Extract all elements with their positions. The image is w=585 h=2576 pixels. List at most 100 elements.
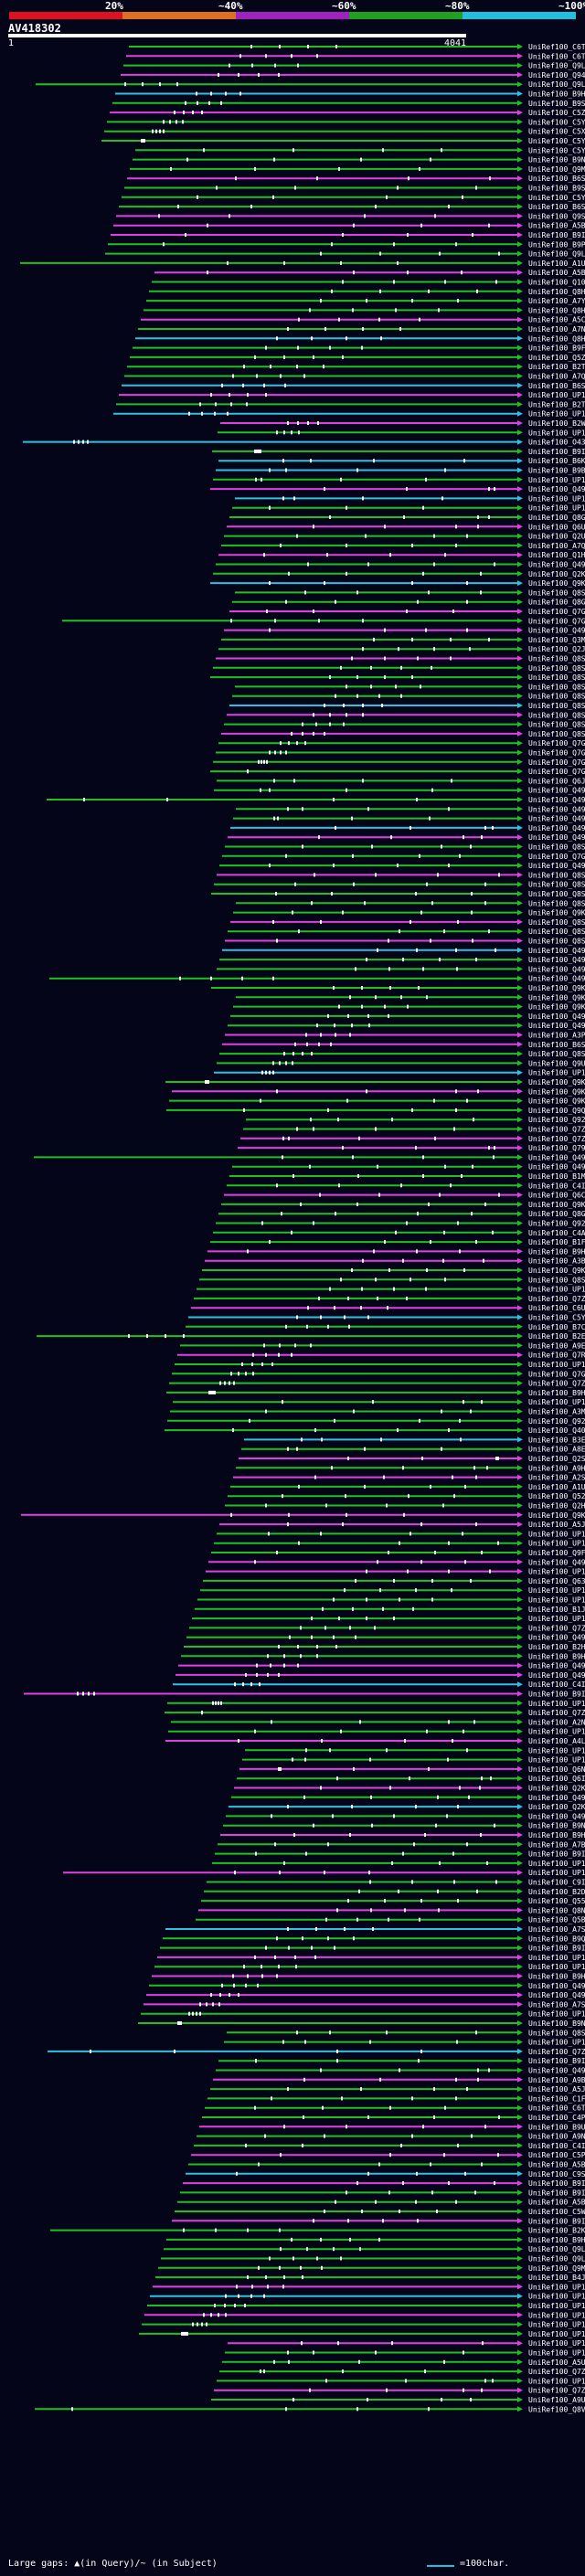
- hit-label[interactable]: UniRef100_UP1000..: [528, 2377, 585, 2385]
- hit-label[interactable]: UniRef100_Q2K3P8: [528, 570, 585, 578]
- hit-label[interactable]: UniRef100_Q92Y4: [528, 1417, 585, 1426]
- hit-label[interactable]: UniRef100_Q9K335: [528, 579, 585, 588]
- hit-label[interactable]: UniRef100_Q49R12: [528, 796, 585, 804]
- hit-label[interactable]: UniRef100_B9IJ95: [528, 1945, 585, 1953]
- hit-label[interactable]: UniRef100_A9NZS8: [528, 2133, 585, 2141]
- hit-label[interactable]: UniRef100_B9N844: [528, 156, 585, 164]
- hit-label[interactable]: UniRef100_UP1000..: [528, 504, 585, 513]
- hit-label[interactable]: UniRef100_A9BS8D: [528, 2076, 585, 2084]
- hit-label[interactable]: UniRef100_Q49R21: [528, 1012, 585, 1021]
- hit-label[interactable]: UniRef100_Q8ST17: [528, 711, 585, 719]
- hit-label[interactable]: UniRef100_Q49QZ6: [528, 824, 585, 832]
- hit-label[interactable]: UniRef100_B9S911: [528, 185, 585, 193]
- hit-label[interactable]: UniRef100_B9IJ97: [528, 1850, 585, 1859]
- hit-label[interactable]: UniRef100_UP1000..: [528, 2349, 585, 2358]
- hit-label[interactable]: UniRef100_B9S949: [528, 100, 585, 108]
- hit-label[interactable]: UniRef100_Q49R17: [528, 1671, 585, 1680]
- hit-label[interactable]: UniRef100_B9PB11: [528, 240, 585, 249]
- hit-label[interactable]: UniRef100_C6U4A1: [528, 1304, 585, 1312]
- hit-label[interactable]: UniRef100_Q7RMN9: [528, 1352, 585, 1360]
- hit-label[interactable]: UniRef100_Q8SUS8: [528, 871, 585, 879]
- hit-label[interactable]: UniRef100_C9SQR6: [528, 2170, 585, 2178]
- hit-label[interactable]: UniRef100_UP1000..: [528, 1700, 585, 1708]
- hit-label[interactable]: UniRef100_B2TEC3: [528, 363, 585, 371]
- hit-label[interactable]: UniRef100_Q49R00: [528, 975, 585, 983]
- hit-label[interactable]: UniRef100_B9QGN0: [528, 1935, 585, 1943]
- hit-label[interactable]: UniRef100_UP1000..: [528, 1869, 585, 1877]
- hit-label[interactable]: UniRef100_Q49R19: [528, 1991, 585, 1999]
- hit-label[interactable]: UniRef100_Q8SUS2: [528, 673, 585, 682]
- hit-label[interactable]: UniRef100_Q8ST14: [528, 890, 585, 898]
- hit-label[interactable]: UniRef100_Q7G578: [528, 608, 585, 616]
- hit-label[interactable]: UniRef100_Q8VJ16: [528, 2405, 585, 2413]
- hit-label[interactable]: UniRef100_Q79MB4: [528, 1144, 585, 1152]
- hit-label[interactable]: UniRef100_B9FY94: [528, 345, 585, 353]
- hit-label[interactable]: UniRef100_A7Q017: [528, 542, 585, 550]
- hit-label[interactable]: UniRef100_B9HEC8: [528, 1652, 585, 1660]
- hit-label[interactable]: UniRef100_Q49QZ5: [528, 862, 585, 870]
- hit-label[interactable]: UniRef100_Q7Z581: [528, 1624, 585, 1632]
- hit-label[interactable]: UniRef100_B9IJ93: [528, 2217, 585, 2225]
- hit-label[interactable]: UniRef100_A5BDW1: [528, 269, 585, 277]
- hit-label[interactable]: UniRef100_B2TEC3: [528, 400, 585, 408]
- hit-label[interactable]: UniRef100_Q8SUS7: [528, 899, 585, 907]
- hit-label[interactable]: UniRef100_Q52C15: [528, 1492, 585, 1500]
- hit-label[interactable]: UniRef100_Q9KK12: [528, 1087, 585, 1096]
- hit-label[interactable]: UniRef100_C1FC57: [528, 2094, 585, 2103]
- hit-label[interactable]: UniRef100_Q6U4F7: [528, 523, 585, 531]
- hit-label[interactable]: UniRef100_Q9K334: [528, 909, 585, 917]
- hit-label[interactable]: UniRef100_Q9LW43: [528, 250, 585, 259]
- hit-label[interactable]: UniRef100_Q49R05: [528, 956, 585, 964]
- hit-label[interactable]: UniRef100_Q92BD0: [528, 1116, 585, 1124]
- hit-label[interactable]: UniRef100_B1MX32: [528, 1172, 585, 1181]
- hit-label[interactable]: UniRef100_UP1000..: [528, 1069, 585, 1077]
- hit-label[interactable]: UniRef100_Q8ST15: [528, 730, 585, 738]
- hit-label[interactable]: UniRef100_B9IJ84: [528, 448, 585, 456]
- hit-label[interactable]: UniRef100_Q7G577: [528, 617, 585, 625]
- hit-label[interactable]: UniRef100_Q2SY35: [528, 1455, 585, 1463]
- hit-label[interactable]: UniRef100_B7CQ19: [528, 1323, 585, 1331]
- hit-label[interactable]: UniRef100_Q940X9: [528, 71, 585, 80]
- hit-label[interactable]: UniRef100_A9HHM9: [528, 1464, 585, 1472]
- hit-label[interactable]: UniRef100_Q49QY9: [528, 1794, 585, 1802]
- hit-label[interactable]: UniRef100_Q49QZ4: [528, 1812, 585, 1820]
- hit-label[interactable]: UniRef100_Q8ST22: [528, 1276, 585, 1284]
- hit-label[interactable]: UniRef100_Q9LJE7: [528, 2245, 585, 2253]
- hit-label[interactable]: UniRef100_C4PTE0: [528, 2114, 585, 2122]
- hit-label[interactable]: UniRef100_Q7Z584: [528, 2048, 585, 2056]
- hit-label[interactable]: UniRef100_Q9F888: [528, 1549, 585, 1557]
- hit-label[interactable]: UniRef100_B9HD55: [528, 1831, 585, 1839]
- hit-label[interactable]: UniRef100_Q7Z582: [528, 1295, 585, 1303]
- hit-label[interactable]: UniRef100_Q8SUS1: [528, 1050, 585, 1058]
- hit-label[interactable]: UniRef100_Q49R01: [528, 965, 585, 973]
- hit-label[interactable]: UniRef100_UP1000..: [528, 1586, 585, 1595]
- hit-label[interactable]: UniRef100_Q7Z586: [528, 2368, 585, 2376]
- hit-label[interactable]: UniRef100_B9IJH5: [528, 2189, 585, 2197]
- hit-label[interactable]: UniRef100_A7YNE2: [528, 297, 585, 305]
- hit-label[interactable]: UniRef100_A3MHM3: [528, 1408, 585, 1416]
- hit-label[interactable]: UniRef100_Q9K329: [528, 993, 585, 1002]
- hit-label[interactable]: UniRef100_B6STF8: [528, 175, 585, 183]
- hit-label[interactable]: UniRef100_C5Z2S9: [528, 109, 585, 117]
- hit-label[interactable]: UniRef100_UP1000..: [528, 2330, 585, 2338]
- hit-label[interactable]: UniRef100_Q8GW54: [528, 1210, 585, 1218]
- hit-label[interactable]: UniRef100_C5YGU1: [528, 146, 585, 154]
- hit-label[interactable]: UniRef100_UP1000..: [528, 2010, 585, 2019]
- hit-label[interactable]: UniRef100_Q8H5K3: [528, 334, 585, 343]
- hit-label[interactable]: UniRef100_C6TE44: [528, 2104, 585, 2113]
- hit-label[interactable]: UniRef100_B9IJ86: [528, 2057, 585, 2065]
- hit-label[interactable]: UniRef100_A8EN42: [528, 1446, 585, 1454]
- hit-label[interactable]: UniRef100_Q8ST19: [528, 843, 585, 852]
- hit-label[interactable]: UniRef100_Q9K332: [528, 984, 585, 992]
- hit-label[interactable]: UniRef100_A7SR80: [528, 2000, 585, 2009]
- hit-label[interactable]: UniRef100_B9HF94: [528, 1389, 585, 1397]
- hit-label[interactable]: UniRef100_Q6C398: [528, 1192, 585, 1200]
- hit-label[interactable]: UniRef100_Q8ST15: [528, 938, 585, 946]
- hit-label[interactable]: UniRef100_A5BRE1: [528, 2161, 585, 2169]
- hit-label[interactable]: UniRef100_Q49QZ7: [528, 2067, 585, 2075]
- hit-label[interactable]: UniRef100_UP1000..: [528, 2283, 585, 2291]
- hit-label[interactable]: UniRef100_A5U3T6: [528, 2359, 585, 2367]
- hit-label[interactable]: UniRef100_UP1000..: [528, 476, 585, 484]
- hit-label[interactable]: UniRef100_A5C3E1: [528, 316, 585, 324]
- hit-label[interactable]: UniRef100_A1UVG2: [528, 260, 585, 268]
